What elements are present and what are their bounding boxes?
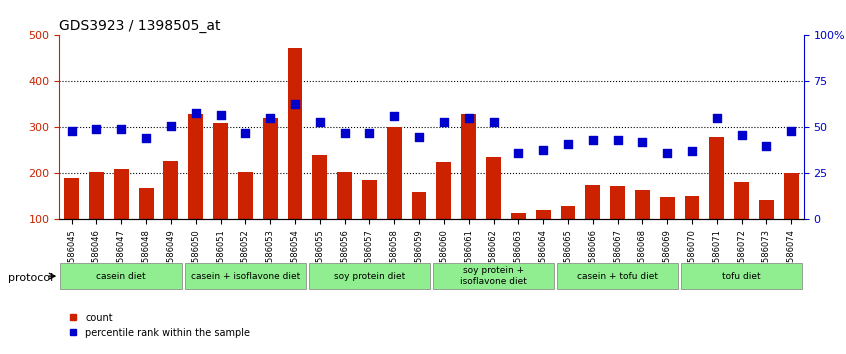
FancyBboxPatch shape	[681, 263, 803, 289]
Text: casein + isoflavone diet: casein + isoflavone diet	[190, 272, 300, 281]
Point	[387, 114, 401, 119]
Bar	[734, 182, 749, 266]
Bar	[387, 127, 402, 266]
Point	[710, 115, 723, 121]
Bar	[461, 114, 476, 266]
Point	[363, 130, 376, 136]
Bar	[338, 172, 352, 266]
Legend: count, percentile rank within the sample: count, percentile rank within the sample	[64, 309, 255, 342]
Text: casein diet: casein diet	[96, 272, 146, 281]
Point	[164, 123, 178, 129]
Bar	[710, 137, 724, 266]
Bar	[412, 192, 426, 266]
Point	[338, 130, 351, 136]
Bar	[312, 155, 327, 266]
Bar	[139, 188, 153, 266]
Bar	[238, 172, 253, 266]
Point	[536, 147, 550, 152]
Bar	[213, 123, 228, 266]
Point	[288, 101, 302, 106]
Point	[611, 137, 624, 143]
Text: casein + tofu diet: casein + tofu diet	[577, 272, 658, 281]
Bar	[610, 186, 625, 266]
Bar	[536, 210, 551, 266]
Text: soy protein +
isoflavone diet: soy protein + isoflavone diet	[460, 267, 527, 286]
FancyBboxPatch shape	[60, 263, 182, 289]
Bar	[189, 114, 203, 266]
FancyBboxPatch shape	[309, 263, 431, 289]
Point	[784, 128, 798, 134]
Bar	[784, 173, 799, 266]
Bar	[114, 169, 129, 266]
Point	[512, 150, 525, 156]
Bar	[561, 206, 575, 266]
Bar	[288, 48, 302, 266]
Bar	[660, 198, 674, 266]
Bar	[64, 178, 79, 266]
Bar	[362, 181, 376, 266]
Point	[412, 134, 426, 139]
Point	[760, 143, 773, 149]
Bar	[585, 185, 600, 266]
Bar	[684, 196, 700, 266]
Point	[239, 130, 252, 136]
FancyBboxPatch shape	[432, 263, 554, 289]
Text: soy protein diet: soy protein diet	[334, 272, 405, 281]
Bar	[437, 162, 451, 266]
Point	[90, 126, 103, 132]
Point	[263, 115, 277, 121]
Bar	[759, 200, 774, 266]
Point	[114, 126, 128, 132]
Text: GDS3923 / 1398505_at: GDS3923 / 1398505_at	[59, 19, 221, 33]
Point	[735, 132, 749, 138]
Point	[189, 110, 202, 115]
Bar	[263, 118, 277, 266]
FancyBboxPatch shape	[184, 263, 306, 289]
Point	[661, 150, 674, 156]
Point	[313, 119, 327, 125]
Point	[561, 141, 574, 147]
Bar	[486, 157, 501, 266]
Point	[586, 137, 600, 143]
Bar	[635, 190, 650, 266]
Bar	[89, 172, 104, 266]
Point	[685, 149, 699, 154]
Text: protocol: protocol	[8, 273, 53, 283]
FancyBboxPatch shape	[557, 263, 678, 289]
Point	[635, 139, 649, 145]
Text: tofu diet: tofu diet	[722, 272, 761, 281]
Point	[437, 119, 451, 125]
Point	[214, 112, 228, 118]
Point	[462, 115, 475, 121]
Point	[486, 119, 500, 125]
Point	[65, 128, 79, 134]
Bar	[163, 161, 179, 266]
Bar	[511, 212, 525, 266]
Point	[140, 136, 153, 141]
